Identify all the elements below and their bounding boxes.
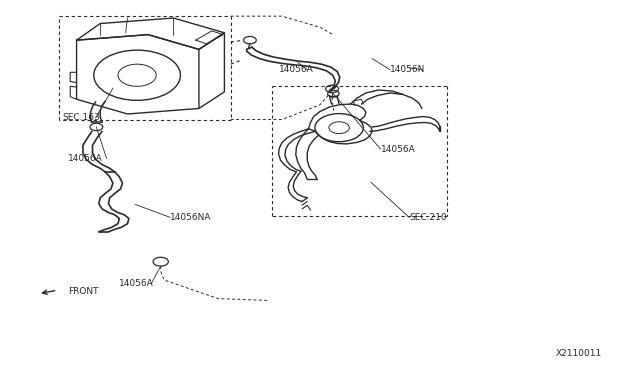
Text: SEC.163: SEC.163 [62, 113, 100, 122]
Text: SEC.210: SEC.210 [409, 213, 447, 222]
Text: 14056NA: 14056NA [170, 213, 212, 222]
Text: 14056N: 14056N [390, 65, 426, 74]
Text: 14056A: 14056A [278, 65, 314, 74]
Text: X2110011: X2110011 [556, 350, 602, 359]
Text: 14056A: 14056A [381, 145, 415, 154]
Text: 14056A: 14056A [68, 154, 103, 163]
Text: 14056A: 14056A [119, 279, 154, 288]
Text: FRONT: FRONT [68, 287, 99, 296]
